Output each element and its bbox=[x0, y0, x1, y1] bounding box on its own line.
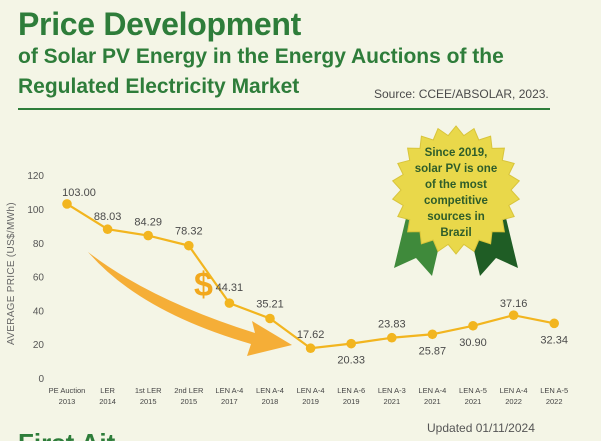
data-label: 17.62 bbox=[297, 329, 325, 341]
x-tick-label: LEN A-6 bbox=[337, 386, 365, 395]
badge-line: sources in bbox=[427, 211, 485, 223]
trend-arrow-icon bbox=[88, 252, 292, 356]
data-label: 30.90 bbox=[459, 337, 487, 349]
data-point bbox=[346, 338, 357, 349]
badge-seal-icon bbox=[391, 125, 521, 255]
x-tick-label: LEN A-5 bbox=[459, 386, 487, 395]
x-tick-label: LEN A-4 bbox=[215, 386, 243, 395]
data-point bbox=[265, 313, 275, 324]
badge-line: solar PV is one bbox=[415, 163, 497, 175]
badge-line: Since 2019, bbox=[425, 147, 488, 159]
data-label: 20.33 bbox=[337, 355, 365, 367]
x-tick-label: LEN A-3 bbox=[378, 386, 406, 395]
y-tick-label: 80 bbox=[33, 239, 45, 250]
data-point bbox=[508, 310, 519, 320]
y-tick-label: 100 bbox=[27, 205, 44, 216]
subtitle-line-1: of Solar PV Energy in the Energy Auction… bbox=[18, 45, 504, 68]
data-point bbox=[62, 199, 72, 209]
x-tick-year: 2015 bbox=[180, 397, 197, 406]
data-label: 35.21 bbox=[256, 298, 284, 310]
badge-line: competitive bbox=[424, 195, 488, 207]
x-tick-year: 2019 bbox=[343, 397, 360, 406]
x-tick-year: 2021 bbox=[465, 397, 482, 406]
data-point bbox=[143, 230, 153, 241]
next-section-heading: First Ait bbox=[18, 428, 115, 441]
y-axis-label: AVERAGE PRICE (US$/MWh) bbox=[6, 202, 17, 345]
data-label: 32.34 bbox=[540, 334, 568, 346]
ribbon-left-icon bbox=[394, 218, 440, 276]
x-tick-year: 2021 bbox=[383, 397, 400, 406]
data-label: 103.00 bbox=[62, 187, 96, 199]
y-tick-label: 60 bbox=[33, 273, 45, 284]
x-axis-categories: PE Auction 2013 LER 2014 1st LER 2015 2nd LER 2… bbox=[49, 386, 569, 406]
competitive-badge: Since 2019, solar PV is one of the most com… bbox=[391, 125, 521, 276]
x-tick-label: LEN A-5 bbox=[540, 386, 568, 395]
y-tick-label: 40 bbox=[33, 306, 45, 317]
x-tick-label: LEN A-4 bbox=[418, 386, 446, 395]
badge-line: of the most bbox=[425, 179, 487, 191]
x-tick-label: 1st LER bbox=[135, 386, 162, 395]
y-tick-label: 120 bbox=[27, 171, 44, 182]
data-label: 37.16 bbox=[500, 298, 528, 310]
data-point bbox=[549, 318, 559, 329]
y-tick-label: 20 bbox=[33, 340, 45, 351]
data-label: 25.87 bbox=[419, 345, 447, 357]
x-tick-year: 2021 bbox=[424, 397, 441, 406]
x-tick-year: 2017 bbox=[221, 397, 238, 406]
decor-layer: $ bbox=[88, 252, 292, 356]
dollar-sign-icon: $ bbox=[194, 266, 213, 304]
x-tick-label: LEN A-4 bbox=[256, 386, 284, 395]
price-series: 103.00 88.03 84.29 78.32 44.31 35.21 17.62 20.3… bbox=[62, 187, 568, 367]
x-tick-label: 2nd LER bbox=[174, 386, 204, 395]
x-tick-year: 2019 bbox=[302, 397, 319, 406]
source-note: Source: CCEE/ABSOLAR, 2023. bbox=[374, 87, 549, 101]
x-tick-year: 2018 bbox=[262, 397, 279, 406]
data-point bbox=[224, 298, 235, 308]
title-divider bbox=[18, 108, 550, 110]
data-label: 23.83 bbox=[378, 319, 406, 331]
badge-line: Brazil bbox=[440, 227, 471, 239]
x-tick-label: LEN A-4 bbox=[297, 386, 325, 395]
y-axis-ticks: 0 20 40 60 80 100 120 bbox=[27, 171, 44, 385]
x-tick-year: 2015 bbox=[140, 397, 157, 406]
ribbon-right-icon bbox=[472, 218, 518, 276]
x-tick-label: LER bbox=[100, 386, 115, 395]
data-point bbox=[102, 224, 113, 235]
x-tick-year: 2014 bbox=[99, 397, 116, 406]
badge-text: Since 2019, solar PV is one of the most com… bbox=[415, 147, 497, 239]
data-label: 44.31 bbox=[216, 282, 244, 294]
data-point bbox=[305, 343, 316, 354]
data-point bbox=[468, 320, 478, 331]
data-label: 84.29 bbox=[134, 217, 162, 229]
data-point bbox=[387, 332, 397, 343]
updated-date: Updated 01/11/2024 bbox=[427, 421, 535, 435]
x-tick-year: 2022 bbox=[546, 397, 563, 406]
page-title: Price Development bbox=[18, 6, 302, 42]
x-tick-label: PE Auction bbox=[49, 386, 86, 395]
data-point bbox=[184, 240, 194, 251]
data-label: 78.32 bbox=[175, 226, 203, 238]
x-tick-year: 2022 bbox=[505, 397, 522, 406]
y-tick-label: 0 bbox=[38, 374, 44, 385]
subtitle-line-2: Regulated Electricity Market bbox=[18, 75, 300, 98]
x-tick-label: LEN A-4 bbox=[500, 386, 528, 395]
data-point bbox=[427, 329, 438, 340]
data-label: 88.03 bbox=[94, 211, 122, 223]
x-tick-year: 2013 bbox=[59, 397, 76, 406]
